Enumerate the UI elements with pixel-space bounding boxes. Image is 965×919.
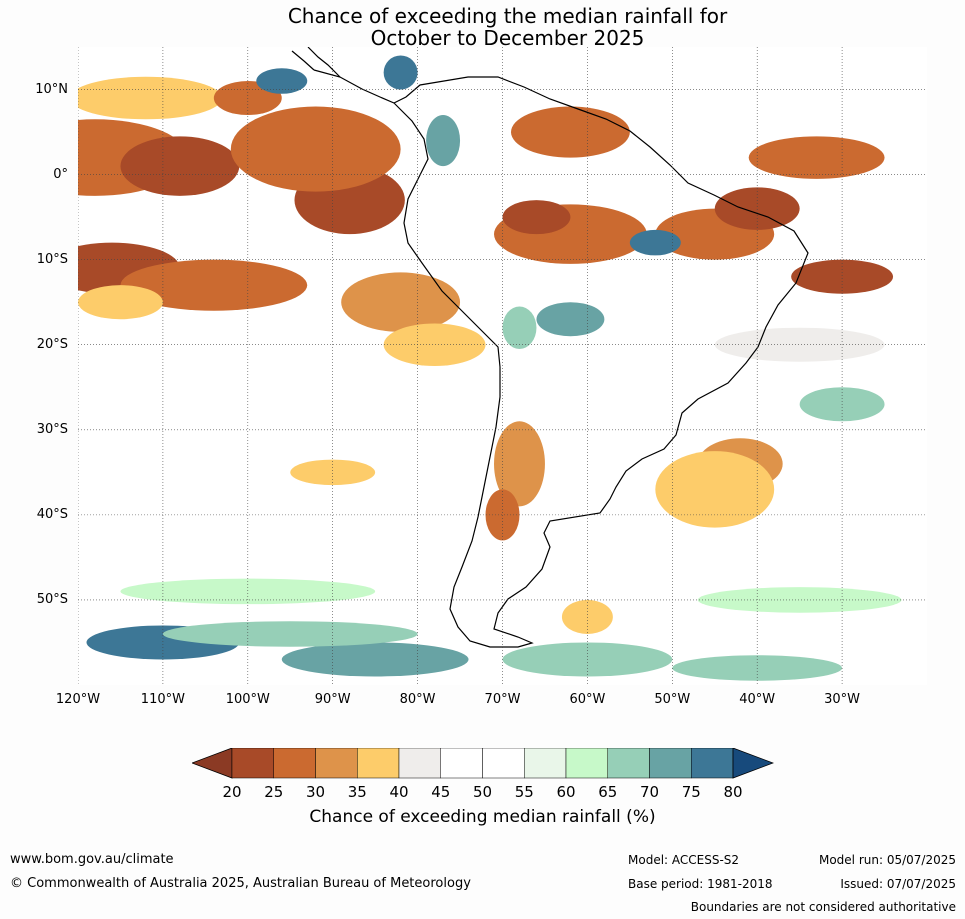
colorbar-segment <box>398 748 441 779</box>
colorbar-tick-label: 80 <box>723 783 743 801</box>
probability-region <box>78 285 163 320</box>
colorbar-tick-label: 65 <box>598 783 618 801</box>
probability-region <box>485 489 520 541</box>
model-text: Model: ACCESS-S2 <box>628 853 740 867</box>
probability-region <box>561 599 613 634</box>
south-america-coastline <box>291 47 809 648</box>
longitude-label: 90°W <box>314 692 351 707</box>
colorbar-tick-label: 75 <box>681 783 701 801</box>
disclaimer-text: Boundaries are not considered authoritat… <box>690 900 956 914</box>
colorbar-tick-label: 60 <box>556 783 576 801</box>
probability-region <box>791 259 894 294</box>
longitude-label: 40°W <box>739 692 776 707</box>
rainfall-map <box>78 47 927 685</box>
central-america-outline <box>291 47 341 78</box>
colorbar-over-arrow <box>732 748 774 779</box>
longitude-label: 80°W <box>399 692 436 707</box>
longitude-label: 30°W <box>824 692 861 707</box>
graticule <box>78 47 927 685</box>
colorbar-segment <box>273 748 316 779</box>
probability-region <box>137 395 359 430</box>
longitude-label: 60°W <box>569 692 606 707</box>
probability-region <box>120 136 240 196</box>
colorbar-segment <box>524 748 567 779</box>
longitude-label: 120°W <box>55 692 101 707</box>
colorbar-tick-label: 55 <box>514 783 534 801</box>
probability-region <box>672 655 843 681</box>
colorbar-tick-label: 35 <box>347 783 367 801</box>
colorbar-segment <box>607 748 650 779</box>
probability-region <box>162 621 418 647</box>
probability-region <box>748 136 885 179</box>
longitude-label: 110°W <box>140 692 185 707</box>
probability-region <box>281 642 469 677</box>
latitude-label: 30°S <box>36 421 68 437</box>
colorbar-label: Chance of exceeding median rainfall (%) <box>309 807 656 827</box>
colorbar-segment <box>691 748 734 779</box>
probability-region <box>383 55 418 90</box>
probability-region <box>714 187 800 230</box>
colorbar-tick-label: 45 <box>431 783 451 801</box>
probability-region <box>426 115 461 167</box>
latitude-label: 50°S <box>36 591 68 607</box>
probability-region <box>697 587 902 613</box>
probability-region <box>502 200 571 235</box>
map-title-line2: October to December 2025 <box>370 26 645 50</box>
probability-region <box>290 459 376 486</box>
latitude-label: 10°N <box>35 81 68 97</box>
probability-region <box>78 76 223 120</box>
colorbar-tick-label: 50 <box>472 783 493 801</box>
latitude-label: 20°S <box>36 336 68 352</box>
issued-text: Issued: 07/07/2025 <box>840 877 956 891</box>
colorbar-segment <box>565 748 608 779</box>
probability-region <box>341 272 461 332</box>
colorbar-tick-label: 30 <box>305 783 326 801</box>
colorbar-tick-label: 70 <box>639 783 660 801</box>
probability-region <box>714 327 885 362</box>
colorbar-tick-label: 25 <box>264 783 284 801</box>
probability-region <box>120 259 308 311</box>
colorbar-segment <box>357 748 400 779</box>
colorbar-tick-label: 20 <box>222 783 242 801</box>
longitude-label: 50°W <box>654 692 691 707</box>
colorbar-segment <box>440 748 483 779</box>
colorbar-tick-label: 40 <box>389 783 409 801</box>
latitude-label: 0° <box>53 166 68 182</box>
probability-region <box>502 306 537 349</box>
probability-region <box>256 68 308 94</box>
map-canvas <box>78 47 927 685</box>
colorbar-segment <box>315 748 358 779</box>
probability-regions <box>78 55 902 681</box>
probability-region <box>120 578 376 605</box>
base-period-text: Base period: 1981-2018 <box>628 877 773 891</box>
probability-region <box>383 323 486 366</box>
probability-region <box>655 451 775 528</box>
website-link[interactable]: www.bom.gov.au/climate <box>10 852 174 867</box>
probability-region <box>629 229 681 256</box>
longitude-label: 70°W <box>484 692 521 707</box>
south-america-outline <box>313 69 809 648</box>
colorbar-under-arrow <box>192 748 233 779</box>
colorbar <box>192 748 774 779</box>
colorbar-segment <box>649 748 692 779</box>
probability-region <box>494 421 545 507</box>
longitude-label: 100°W <box>225 692 270 707</box>
copyright-text: © Commonwealth of Australia 2025, Austra… <box>10 876 471 891</box>
model-run-text: Model run: 05/07/2025 <box>818 853 956 867</box>
probability-region <box>230 106 401 192</box>
latitude-label: 10°S <box>36 251 68 267</box>
map-title-line1: Chance of exceeding the median rainfall … <box>287 4 728 28</box>
colorbar-segment <box>231 748 274 779</box>
probability-region <box>536 302 605 337</box>
probability-region <box>510 106 630 158</box>
latitude-label: 40°S <box>36 506 68 522</box>
colorbar-segment <box>482 748 525 779</box>
